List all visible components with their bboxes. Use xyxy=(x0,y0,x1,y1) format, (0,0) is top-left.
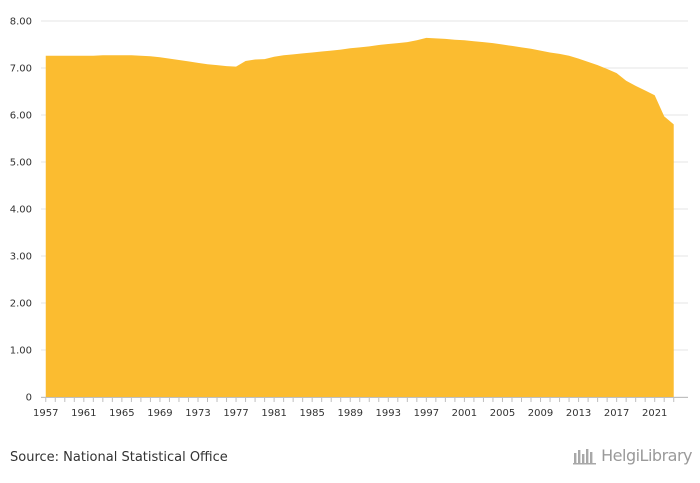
y-tick-label: 8.00 xyxy=(10,17,32,28)
y-tick-label: 5.00 xyxy=(10,158,32,169)
chart-canvas: 1957 1961 1965 1969 1973 1977 1981 1985 1989 1993… xyxy=(10,17,688,419)
x-tick-label: 1977 xyxy=(223,408,248,419)
x-tick-label: 2017 xyxy=(604,408,629,419)
x-tick-label: 2005 xyxy=(490,408,515,419)
x-tick-label: 1965 xyxy=(109,408,134,419)
y-tick-label: 1.00 xyxy=(10,346,32,357)
x-tick-label: 1957 xyxy=(33,408,58,419)
y-axis: 0 1.00 2.00 3.00 4.00 5.00 6.00 7.00 8.00 xyxy=(10,17,32,404)
area-chart: 1957 1961 1965 1969 1973 1977 1981 1985 1989 1993… xyxy=(10,17,688,419)
source-note: Source: National Statistical Office xyxy=(10,450,228,465)
brand-name: HelgiLibrary xyxy=(601,446,692,465)
brand-logo[interactable]: HelgiLibrary xyxy=(573,446,692,465)
x-tick-label: 1997 xyxy=(414,408,439,419)
x-tick-label: 1961 xyxy=(71,408,96,419)
library-icon xyxy=(573,448,597,464)
x-tick-label: 1993 xyxy=(376,408,401,419)
x-tick-label: 1989 xyxy=(338,408,363,419)
y-tick-label: 3.00 xyxy=(10,252,32,263)
y-tick-label: 2.00 xyxy=(10,299,32,310)
series-area xyxy=(45,37,674,398)
x-tick-label: 2021 xyxy=(642,408,667,419)
x-tick-label: 2013 xyxy=(566,408,591,419)
y-tick-label: 7.00 xyxy=(10,64,32,75)
x-tick-label: 1981 xyxy=(261,408,286,419)
y-tick-label: 4.00 xyxy=(10,205,32,216)
x-tick-label: 1985 xyxy=(299,408,324,419)
x-tick-label: 2001 xyxy=(452,408,477,419)
x-tick-label: 1973 xyxy=(185,408,210,419)
x-axis: 1957 1961 1965 1969 1973 1977 1981 1985 1989 1993… xyxy=(33,397,688,419)
x-tick-label: 1969 xyxy=(147,408,172,419)
y-tick-label: 6.00 xyxy=(10,111,32,122)
y-tick-label: 0 xyxy=(26,393,32,404)
x-tick-label: 2009 xyxy=(528,408,553,419)
